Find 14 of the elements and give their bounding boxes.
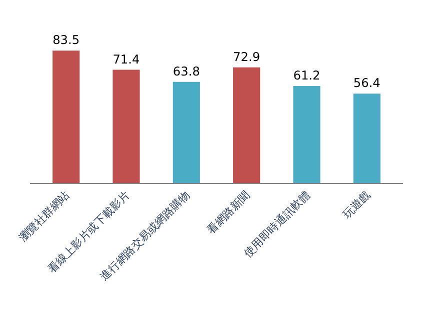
data-label: 56.4 [353, 76, 381, 90]
bar [233, 67, 260, 183]
x-tick-label: 玩遊戲 [340, 188, 373, 222]
data-label: 63.8 [172, 64, 200, 78]
data-label: 71.4 [112, 52, 140, 66]
data-label: 61.2 [293, 68, 320, 82]
x-tick-label: 看網路新聞 [204, 188, 253, 237]
bar [112, 70, 140, 183]
bar [353, 94, 380, 183]
bar [52, 50, 80, 183]
data-label: 72.9 [233, 50, 260, 64]
bar [172, 82, 200, 183]
data-label: 83.5 [52, 33, 80, 48]
bar [293, 86, 320, 183]
